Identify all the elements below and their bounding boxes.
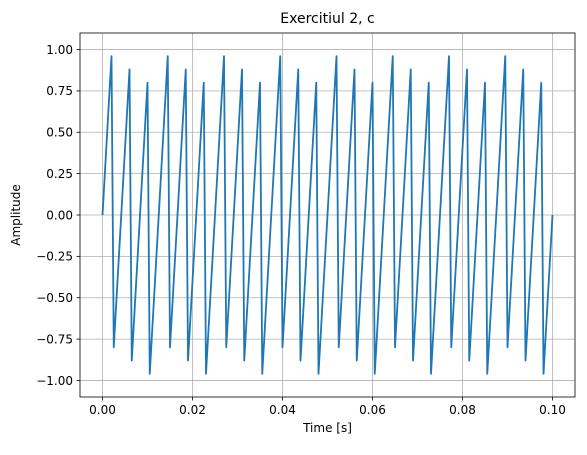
x-tick-label: 0.00 bbox=[89, 403, 116, 417]
y-tick-label: 0.25 bbox=[46, 167, 73, 181]
y-tick-label: −1.00 bbox=[36, 374, 73, 388]
x-axis-label: Time [s] bbox=[302, 421, 352, 435]
x-axis: 0.00 0.02 0.04 0.06 0.08 0.10 bbox=[89, 397, 566, 417]
y-tick-label: 1.00 bbox=[46, 43, 73, 57]
plot-area bbox=[101, 55, 554, 375]
x-tick-label: 0.02 bbox=[179, 403, 206, 417]
y-tick-label: −0.75 bbox=[36, 332, 73, 346]
x-tick-label: 0.06 bbox=[359, 403, 386, 417]
y-tick-label: 0.50 bbox=[46, 126, 73, 140]
y-axis: −1.00 −0.75 −0.50 −0.25 0.00 0.25 0.50 0.75 1.00 bbox=[36, 43, 80, 388]
chart-title: Exercitiul 2, c bbox=[280, 11, 374, 27]
x-tick-label: 0.04 bbox=[269, 403, 296, 417]
sawtooth-series-line bbox=[101, 55, 554, 375]
y-axis-label: Amplitude bbox=[9, 184, 23, 246]
y-tick-label: −0.25 bbox=[36, 250, 73, 264]
y-tick-label: −0.50 bbox=[36, 291, 73, 305]
x-tick-label: 0.10 bbox=[539, 403, 566, 417]
y-tick-label: 0.75 bbox=[46, 84, 73, 98]
y-tick-label: 0.00 bbox=[46, 208, 73, 222]
x-tick-label: 0.08 bbox=[449, 403, 476, 417]
